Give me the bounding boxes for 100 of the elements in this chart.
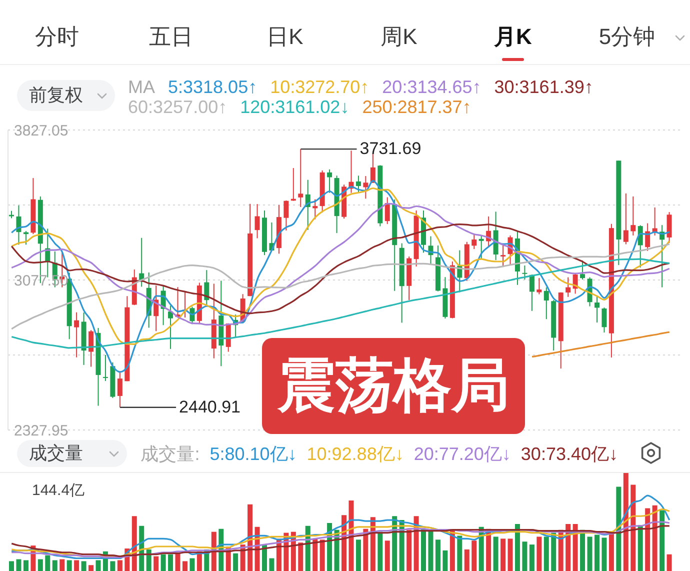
candlestick [312,198,318,220]
annotation: 3731.69 [360,139,422,158]
bar [566,524,571,571]
bar [522,542,528,571]
candlestick [522,264,528,280]
text: 20:77.20亿↓ [414,444,511,464]
legend-title: 成交量: [140,444,200,464]
text: 5:3318.05↑ [168,77,258,97]
bar [52,560,58,571]
candlestick [638,224,643,268]
bar [262,544,267,571]
bar [233,553,238,571]
candlestick [544,287,549,320]
annotation: 2440.91 [179,397,240,416]
bar [660,510,665,571]
bar [146,549,152,571]
candlestick [472,233,477,250]
bar [536,536,542,571]
y-tick-label: 2327.95 [14,422,68,440]
legend-label: 60:3257.00↑ [128,97,228,117]
bar [551,532,556,571]
banner: 震荡格局 [262,338,525,434]
bar [168,554,174,571]
bar [435,540,440,571]
bar [45,555,50,571]
annotation: 震荡格局 [278,353,510,418]
bar [312,538,318,571]
bar [88,565,94,571]
bar [66,560,72,571]
bar [132,516,137,571]
text: 120:3161.02↓ [240,97,350,117]
bar [384,540,390,571]
text: 5:80.10亿↓ [210,444,297,464]
bar [529,544,534,571]
text: 分时 [35,24,79,50]
candlestick [630,196,636,236]
line-series [10,187,670,345]
candlestick [536,277,542,295]
candlestick [384,196,390,225]
candlestick [594,295,600,324]
bar [594,534,600,571]
bar [81,561,86,571]
bar [442,550,448,571]
bar [378,532,383,571]
dropdown: 成交量 [17,440,127,467]
candlestick [623,192,628,245]
bar [572,524,578,571]
candlestick [88,330,94,368]
text: 10:92.88亿↓ [306,444,404,464]
text: 周K [380,24,418,50]
candlestick [254,204,260,239]
bar [666,554,672,571]
bar [428,530,434,571]
text: 30:73.40亿↓ [520,444,618,464]
bar [464,549,470,571]
bar [269,558,274,571]
bar [160,554,166,571]
text: 250:2817.37↑ [362,97,472,117]
bar [406,530,412,571]
bar [23,560,28,571]
y-tick-label: 3827.05 [14,122,68,140]
bar [363,528,368,571]
bar [493,536,498,571]
bar [16,559,22,571]
bar [587,536,592,571]
text: 月K [494,24,532,50]
candlestick [117,371,122,408]
bar [356,540,361,571]
bar [60,559,65,571]
line-series [10,243,670,330]
bar [175,552,180,571]
bar [348,500,354,571]
bar [320,540,325,571]
text: 日K [266,24,304,50]
bar [9,561,14,571]
annotation: 144.4亿 [32,482,85,499]
bar [500,538,506,571]
bar [544,536,549,571]
text: 30:3161.39↑ [494,77,594,97]
text: 五日 [149,24,193,50]
text: 20:3134.65↑ [382,77,482,97]
candlestick [327,168,332,194]
text: 10:3272.70↑ [270,77,370,97]
bar [638,524,643,571]
bar [38,559,43,571]
bar [117,560,122,571]
text: 5分钟 [598,24,656,50]
line-series [531,331,670,358]
bar [154,556,159,571]
bar [190,558,195,571]
bar [96,560,101,571]
bar [110,561,116,571]
bar [457,536,462,571]
bar [472,540,477,571]
candlestick [356,175,361,193]
candlestick [168,305,174,350]
candlestick [298,148,304,208]
bar [298,542,304,571]
bar [652,505,658,571]
candlestick [74,312,80,358]
